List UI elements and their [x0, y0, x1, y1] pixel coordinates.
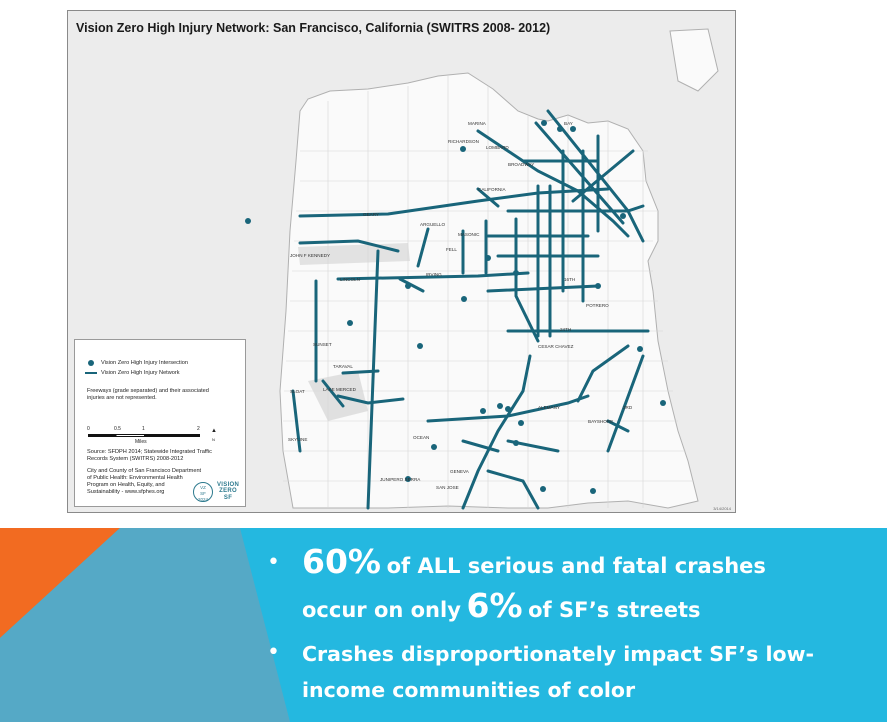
svg-text:24TH: 24TH	[560, 327, 571, 332]
svg-text:16TH: 16TH	[564, 277, 575, 282]
seal-text: 2024	[197, 497, 208, 502]
bullet-1-text-2: occur on only	[302, 598, 461, 622]
svg-text:BAYSHORE: BAYSHORE	[588, 419, 613, 424]
stat-6-percent: 6%	[466, 586, 523, 625]
svg-text:SAN JOSE: SAN JOSE	[436, 485, 459, 490]
svg-text:OCEAN: OCEAN	[413, 435, 429, 440]
vision-zero-seal-icon: VZ SF 2024	[193, 482, 213, 502]
north-arrow-icon: ▲	[211, 428, 217, 434]
bullet-2-line-2: income communities of color	[302, 678, 636, 702]
map-date-mark: 3/14/2014	[713, 506, 731, 511]
svg-text:SLOAT: SLOAT	[290, 389, 305, 394]
svg-text:CESAR CHAVEZ: CESAR CHAVEZ	[538, 344, 574, 349]
north-label: N	[212, 437, 215, 442]
map-panel: MARINA BAY RICHARDSON LOMBARD BROADWAY C…	[67, 10, 736, 513]
svg-text:BAY: BAY	[564, 121, 573, 126]
street-grid	[283, 76, 693, 508]
legend-network-row: Vision Zero High Injury Network	[85, 370, 180, 377]
svg-text:FELL: FELL	[446, 247, 457, 252]
vision-zero-wordmark: VISION ZERO SF	[217, 482, 239, 501]
svg-text:CALIFORNIA: CALIFORNIA	[478, 187, 507, 192]
scale-bar: 0 0.5 1 2 Miles ▲ N	[87, 426, 217, 446]
street-labels: MARINA BAY RICHARDSON LOMBARD BROADWAY C…	[288, 121, 633, 490]
summary-banner: • 60% of ALL serious and fatal crashes o…	[0, 528, 887, 722]
network-line-icon	[85, 372, 97, 375]
scale-tick-label: 0.5	[114, 426, 121, 432]
svg-text:IRVING: IRVING	[426, 272, 442, 277]
bullet-1-line-1: 60% of ALL serious and fatal crashes	[302, 542, 766, 581]
bullet-2-dot: •	[267, 640, 280, 665]
bullet-2-line-1: Crashes disproportionately impact SF’s l…	[302, 642, 815, 666]
svg-text:JOHN F KENNEDY: JOHN F KENNEDY	[290, 253, 330, 258]
wordmark-text: VISION	[217, 482, 240, 488]
legend-intersection-label: Vision Zero High Injury Intersection	[101, 360, 188, 366]
wordmark-text: ZERO	[219, 488, 237, 495]
bullet-1-text-1: of ALL serious and fatal crashes	[386, 554, 766, 578]
svg-text:LOMBARD: LOMBARD	[486, 145, 509, 150]
svg-text:POTRERO: POTRERO	[586, 303, 609, 308]
bullet-1-dot: •	[267, 550, 280, 575]
svg-text:SUNSET: SUNSET	[313, 342, 332, 347]
seal-text: VZ	[200, 485, 206, 490]
svg-text:BROADWAY: BROADWAY	[508, 162, 534, 167]
banner-decoration	[0, 528, 290, 722]
san-francisco-map: MARINA BAY RICHARDSON LOMBARD BROADWAY C…	[245, 28, 719, 510]
map-title: Vision Zero High Injury Network: San Fra…	[76, 21, 551, 35]
credit-line-3: Program on Health, Equity, and	[87, 482, 165, 488]
wordmark-text: SF	[223, 494, 233, 501]
bullet-1-line-2: occur on only 6% of SF’s streets	[302, 586, 701, 625]
intersection-dot-icon	[88, 360, 94, 367]
treasure-island	[669, 28, 719, 92]
svg-text:3RD: 3RD	[623, 405, 633, 410]
teal-triangle	[0, 528, 290, 722]
credit-line-2: of Public Health: Environmental Health	[87, 475, 183, 481]
svg-text:LINCOLN: LINCOLN	[340, 277, 360, 282]
scale-tick-label: 1	[142, 426, 145, 432]
high-injury-intersections	[245, 120, 666, 494]
legend-network-label: Vision Zero High Injury Network	[101, 370, 180, 376]
svg-text:GEARY: GEARY	[363, 212, 379, 217]
scale-unit: Miles	[135, 439, 147, 445]
svg-text:SKYLINE: SKYLINE	[288, 437, 307, 442]
credit-line-1: City and County of San Francisco Departm…	[87, 468, 202, 474]
scale-tick-label: 0	[87, 426, 90, 432]
svg-text:RICHARDSON: RICHARDSON	[448, 139, 479, 144]
svg-text:ALEMANY: ALEMANY	[538, 405, 560, 410]
scale-bar-graphic	[88, 434, 200, 437]
stat-60-percent: 60%	[302, 542, 381, 581]
map-legend: Vision Zero High Injury Intersection Vis…	[74, 339, 246, 507]
svg-text:ARGUELLO: ARGUELLO	[420, 222, 445, 227]
scale-tick-label: 2	[197, 426, 200, 432]
seal-text: SF	[200, 491, 206, 496]
high-injury-network	[291, 109, 650, 510]
svg-text:GENEVA: GENEVA	[450, 469, 470, 474]
vision-zero-logo: VZ SF 2024 VISION ZERO SF	[193, 482, 245, 506]
svg-text:JUNIPERO SERRA: JUNIPERO SERRA	[380, 477, 421, 482]
bullet-1-text-3: of SF’s streets	[528, 598, 701, 622]
svg-text:MARINA: MARINA	[468, 121, 487, 126]
svg-text:MASONIC: MASONIC	[458, 232, 480, 237]
credit-line-4: Sustainability - www.sfphes.org	[87, 489, 165, 495]
svg-text:TARAVAL: TARAVAL	[333, 364, 353, 369]
freeway-note-line-2: injuries are not represented.	[87, 395, 157, 401]
legend-intersection-row: Vision Zero High Injury Intersection	[85, 360, 188, 367]
source-line-2: Records System (SWITRS) 2008-2012	[87, 456, 184, 462]
source-line-1: Source: SFDPH 2014; Statewide Integrated…	[87, 449, 212, 455]
svg-text:LAKE MERCED: LAKE MERCED	[323, 387, 357, 392]
freeway-note-line-1: Freeways (grade separated) and their ass…	[87, 388, 209, 394]
